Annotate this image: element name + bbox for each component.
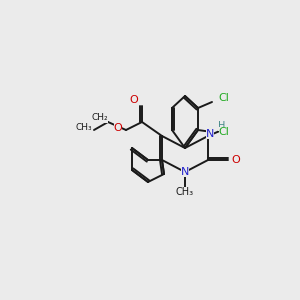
Text: N: N bbox=[181, 167, 189, 177]
Text: Cl: Cl bbox=[219, 127, 230, 137]
Text: CH₃: CH₃ bbox=[176, 187, 194, 197]
Text: O: O bbox=[130, 95, 138, 105]
Text: O: O bbox=[114, 123, 122, 133]
Text: H: H bbox=[218, 121, 226, 131]
Text: CH₃: CH₃ bbox=[76, 124, 92, 133]
Text: O: O bbox=[232, 155, 240, 165]
Text: CH₂: CH₂ bbox=[92, 113, 108, 122]
Text: Cl: Cl bbox=[219, 93, 230, 103]
Text: N: N bbox=[206, 129, 214, 139]
